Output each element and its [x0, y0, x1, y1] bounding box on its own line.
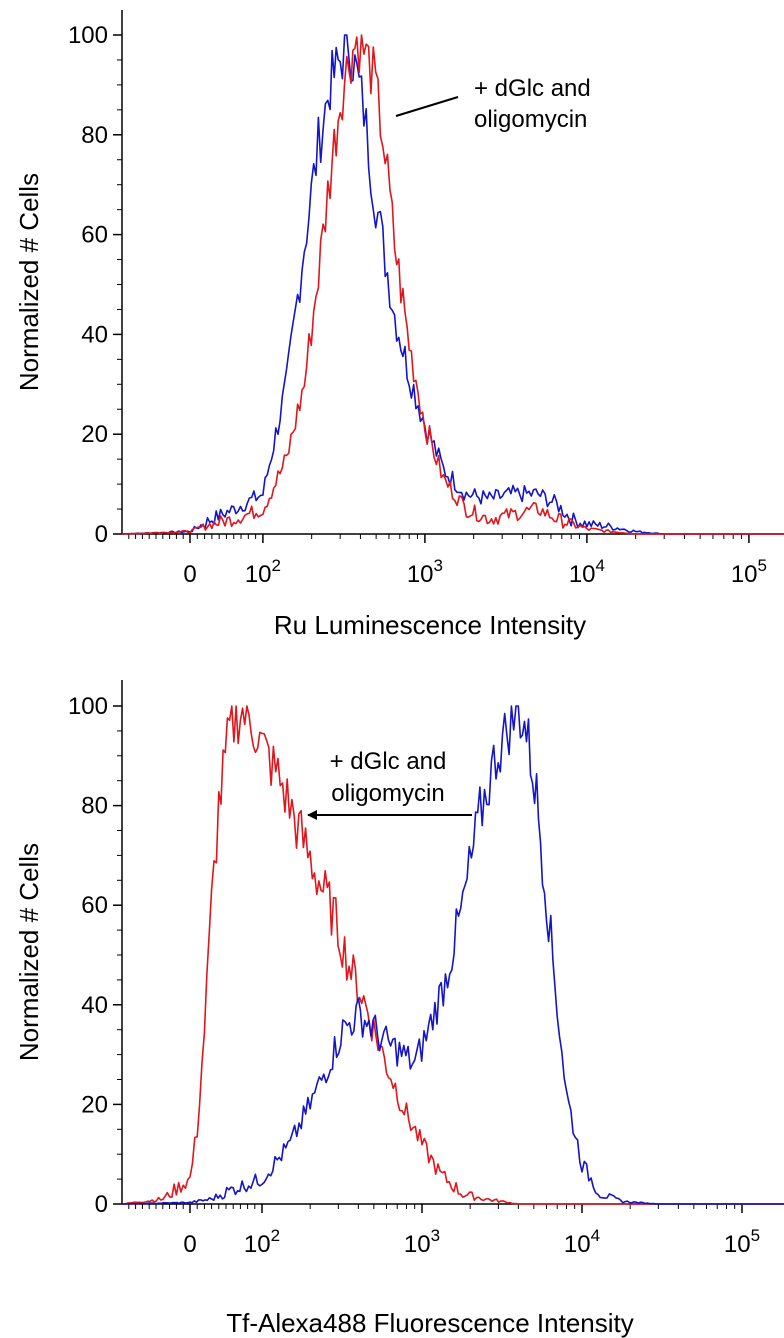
histogram-curve-1 — [121, 34, 784, 535]
y-axis-label: Normalized # Cells — [14, 173, 44, 391]
y-tick-label: 0 — [95, 1191, 108, 1218]
annotation-line-1: + dGlc and — [330, 748, 447, 775]
axes: 0 20 40 60 80 100 0 102 103 104 105 — [68, 10, 784, 588]
axes: 0 20 40 60 80 100 0 102 103 104 105 — [68, 680, 784, 1258]
ru-histogram-panel: Normalized # Cells Ru Luminescence Inten… — [14, 10, 784, 640]
annotation: + dGlc and oligomycin — [395, 75, 591, 133]
annotation-line-1: + dGlc and — [474, 75, 591, 102]
y-axis-title: Normalized # Cells — [14, 843, 44, 1061]
y-tick-label: 0 — [95, 521, 108, 548]
annotation-line-2: oligomycin — [331, 780, 444, 807]
y-tick-label: 60 — [81, 222, 108, 249]
x-tick-label: 104 — [569, 556, 605, 588]
x-axis-label: Ru Luminescence Intensity — [274, 610, 586, 640]
x-tick-label: 0 — [183, 1231, 196, 1258]
y-axis-title: Normalized # Cells — [14, 173, 44, 391]
y-tick-label: 60 — [81, 892, 108, 919]
histogram-curve-0 — [121, 705, 784, 1205]
histogram-curve-1 — [122, 705, 784, 1205]
x-tick-label: 103 — [404, 1226, 440, 1258]
tf-histogram-panel: Normalized # Cells Tf-Alexa488 Fluoresce… — [14, 680, 784, 1338]
y-tick-label: 80 — [81, 122, 108, 149]
x-axis-label: Tf-Alexa488 Fluorescence Intensity — [226, 1308, 634, 1338]
x-tick-label: 104 — [564, 1226, 600, 1258]
annotation: + dGlc and oligomycin — [307, 748, 472, 820]
y-axis-label: Normalized # Cells — [14, 843, 44, 1061]
histogram-curves — [121, 705, 784, 1205]
y-tick-label: 20 — [81, 1091, 108, 1118]
x-tick-label: 0 — [183, 561, 196, 588]
y-tick-label: 100 — [68, 693, 108, 720]
x-tick-label: 105 — [724, 1226, 760, 1258]
histogram-curve-0 — [121, 34, 784, 535]
x-tick-label: 102 — [244, 1226, 280, 1258]
y-tick-label: 40 — [81, 992, 108, 1019]
y-tick-label: 40 — [81, 321, 108, 348]
y-tick-label: 100 — [68, 22, 108, 49]
histogram-curves — [121, 34, 784, 535]
x-tick-label: 105 — [731, 556, 767, 588]
y-tick-label: 80 — [81, 793, 108, 820]
annotation-line-2: oligomycin — [474, 106, 587, 133]
y-tick-label: 20 — [81, 421, 108, 448]
x-tick-label: 103 — [407, 556, 443, 588]
x-tick-label: 102 — [245, 556, 281, 588]
annotation-pointer-line — [395, 96, 459, 117]
